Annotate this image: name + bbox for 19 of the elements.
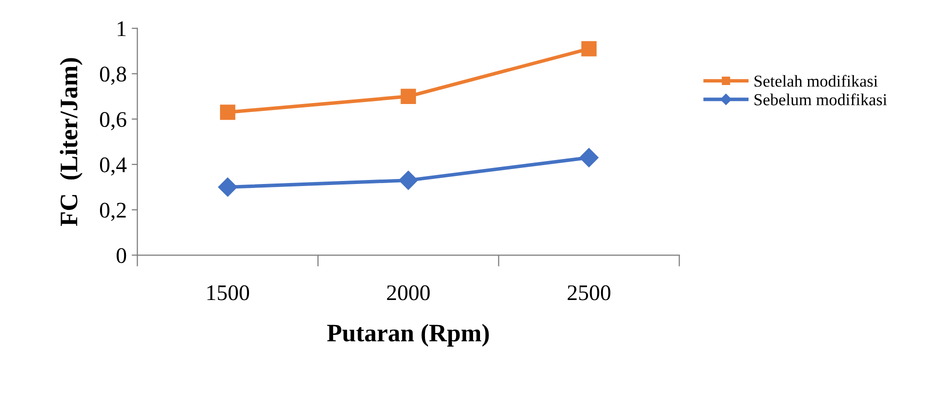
point bbox=[579, 148, 599, 168]
point bbox=[218, 178, 238, 197]
y-tick-label: 0,4 bbox=[100, 157, 127, 176]
x-axis-title: Putaran (Rpm) bbox=[327, 324, 489, 347]
point bbox=[220, 104, 236, 120]
x-tick-label: 2500 bbox=[568, 285, 610, 300]
point bbox=[581, 41, 597, 56]
y-tick-label: 0 bbox=[116, 248, 126, 264]
y-tick-label: 0,8 bbox=[100, 66, 126, 85]
x-tick-label: 1500 bbox=[207, 285, 250, 300]
y-tick-label: 0,2 bbox=[100, 202, 126, 221]
y-tick-label: 1 bbox=[118, 21, 126, 36]
point bbox=[400, 88, 416, 104]
point bbox=[398, 170, 418, 190]
y-axis-title: FC (Liter/Jam) bbox=[60, 58, 82, 226]
y-tick-label: 0,6 bbox=[100, 112, 126, 130]
x-tick-label: 2000 bbox=[387, 285, 430, 300]
legend-label: Setelah modifikasi bbox=[754, 74, 878, 87]
legend-label: Sebelum modifikasi bbox=[754, 93, 887, 106]
